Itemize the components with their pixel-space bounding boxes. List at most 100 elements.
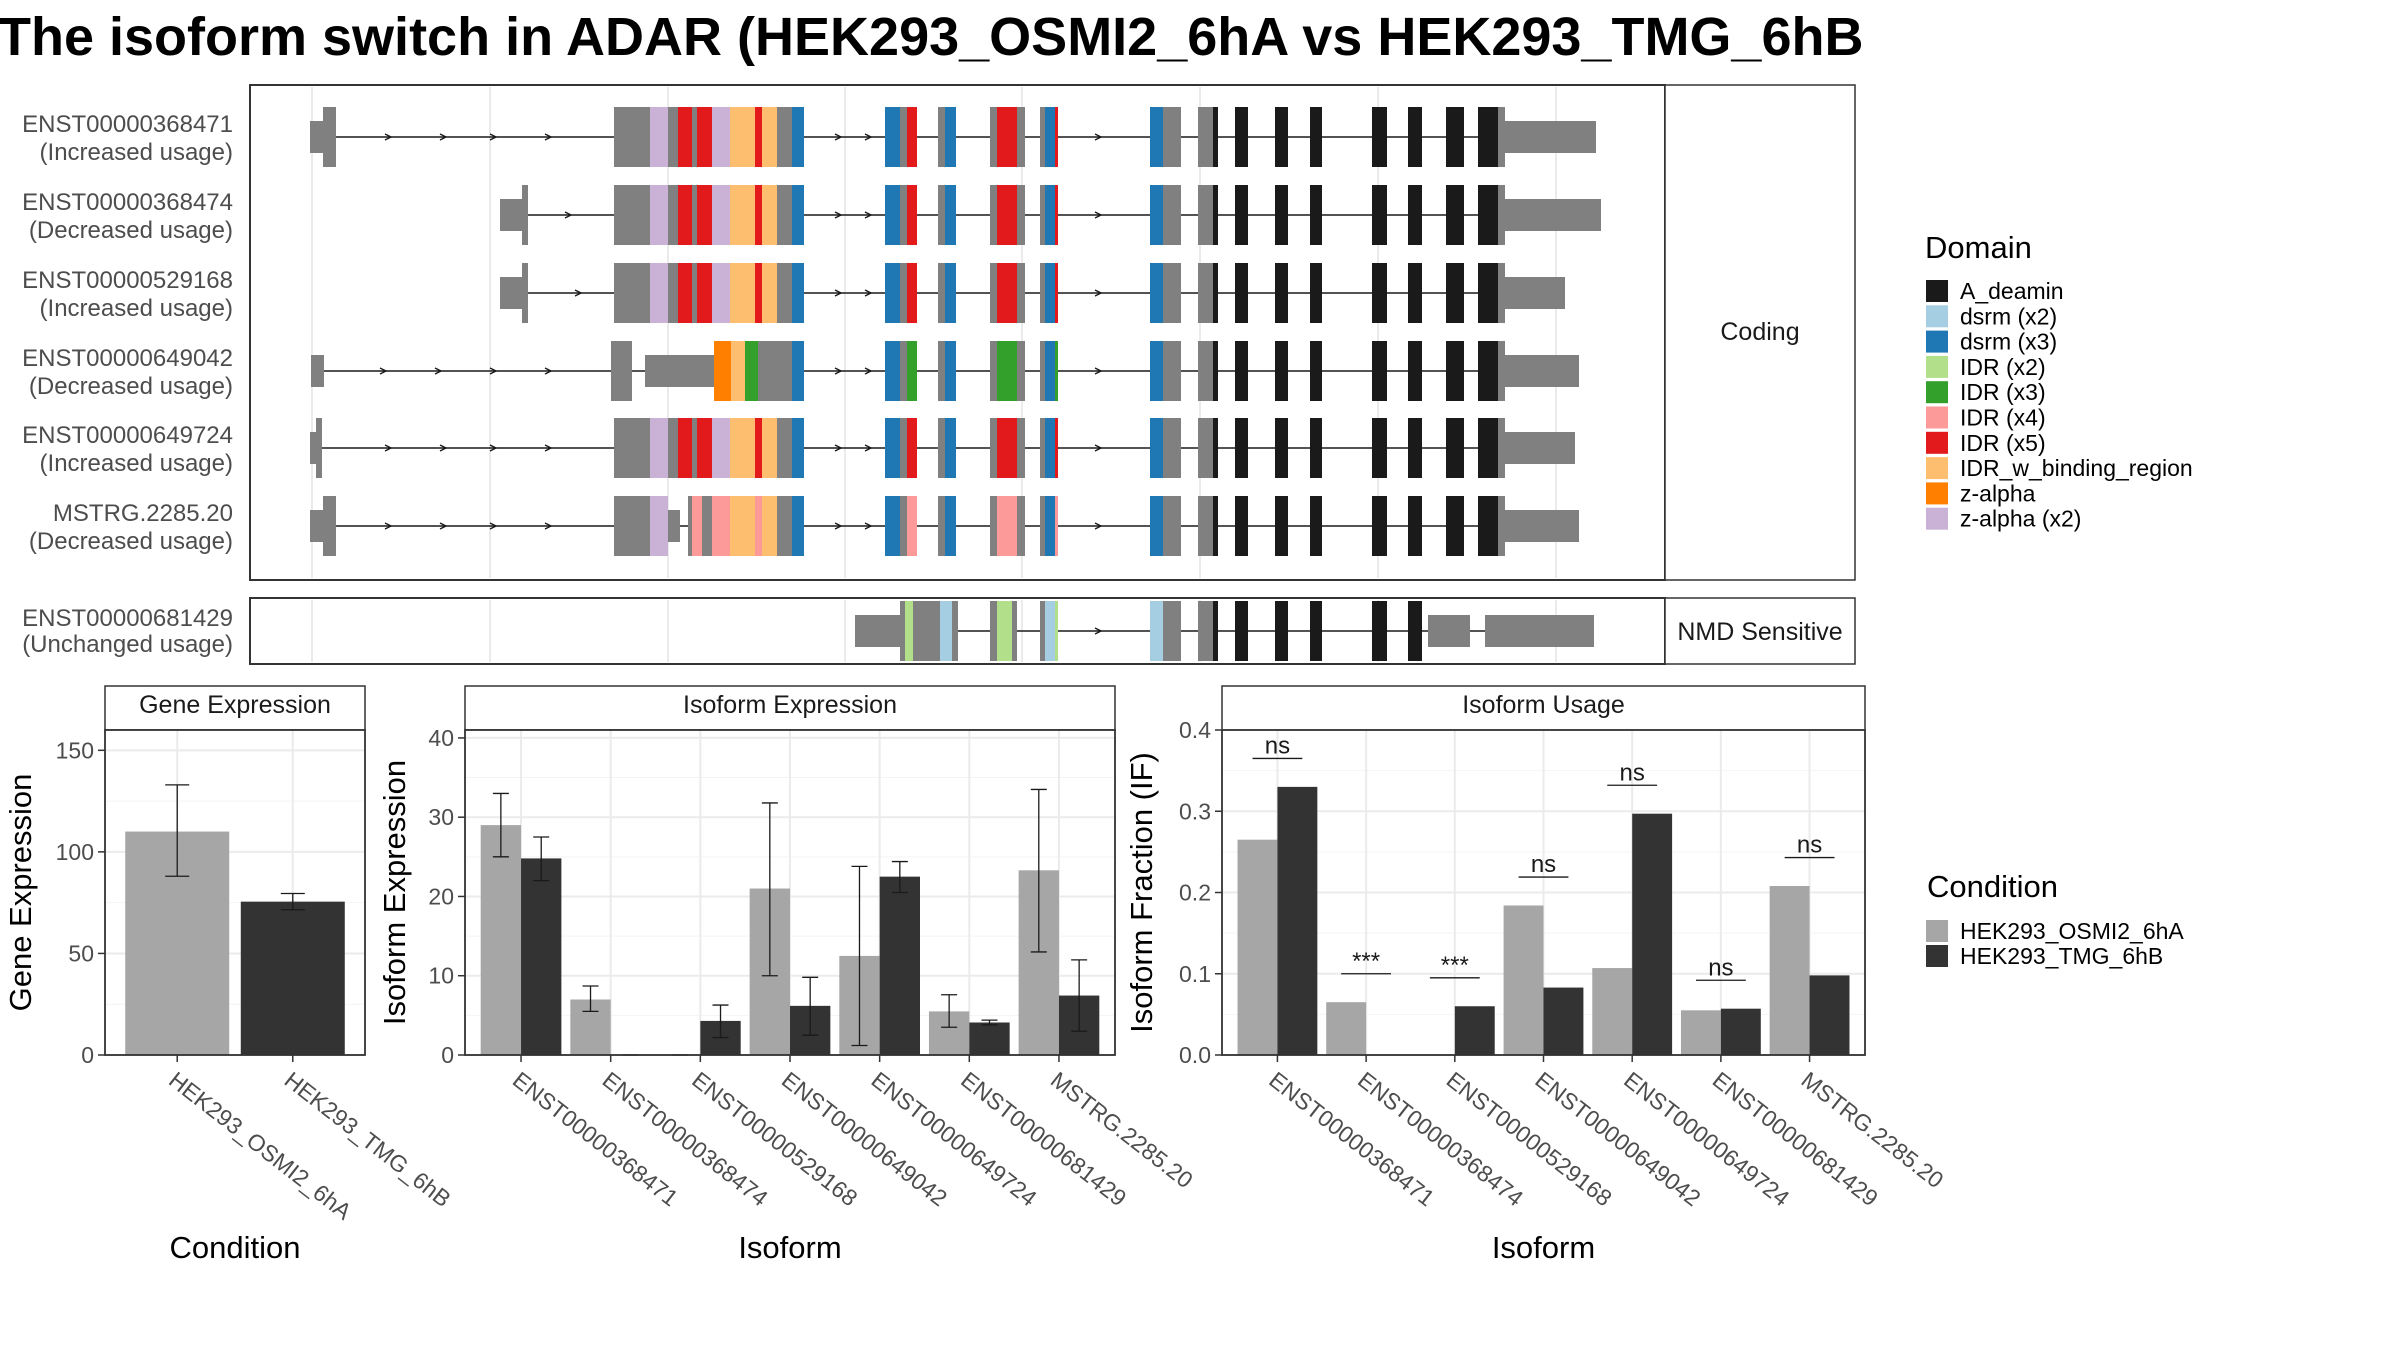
domain-legend-label: IDR (x4) xyxy=(1960,405,2046,431)
domain-legend-label: IDR (x5) xyxy=(1960,430,2046,456)
domain-block xyxy=(885,418,900,478)
domain-block xyxy=(730,107,755,167)
domain-block xyxy=(1446,496,1464,556)
domain-block xyxy=(1275,341,1288,401)
domain-block xyxy=(1235,601,1248,661)
utr-exon xyxy=(1017,341,1025,401)
transcript-usage-label: (Decreased usage) xyxy=(29,528,233,555)
domain-block xyxy=(885,496,900,556)
utr-exon xyxy=(777,185,792,245)
utr-exon xyxy=(668,510,680,542)
domain-block xyxy=(1150,418,1163,478)
strand-arrow xyxy=(434,367,443,375)
utr-exon xyxy=(855,615,900,647)
domain-block xyxy=(885,185,900,245)
domain-legend-title: Domain xyxy=(1925,230,2032,265)
domain-legend-label: z-alpha xyxy=(1960,480,2036,506)
domain-block xyxy=(678,185,692,245)
bar xyxy=(1326,1002,1367,1055)
domain-block xyxy=(1478,496,1498,556)
strand-arrow xyxy=(1094,522,1103,530)
utr-exon xyxy=(913,601,940,661)
y-tick-label: 0 xyxy=(81,1042,94,1068)
domain-block xyxy=(945,185,956,245)
utr-exon xyxy=(1505,355,1579,387)
y-axis-title: Isoform Fraction (IF) xyxy=(1124,752,1159,1033)
strand-arrow xyxy=(544,444,553,452)
strand-arrow xyxy=(384,133,393,141)
domain-block xyxy=(1045,601,1055,661)
domain-legend-label: dsrm (x2) xyxy=(1960,303,2057,329)
utr-exon xyxy=(1040,418,1045,478)
utr-exon xyxy=(938,185,945,245)
domain-block xyxy=(1055,601,1058,661)
domain-block xyxy=(1045,107,1055,167)
domain-block xyxy=(1310,107,1322,167)
domain-block xyxy=(1213,418,1218,478)
utr-exon xyxy=(692,263,697,323)
figure-title: The isoform switch in ADAR (HEK293_OSMI2… xyxy=(0,7,1863,67)
bar xyxy=(1237,839,1278,1055)
transcript-id-label: ENST00000368474 xyxy=(22,189,233,216)
domain-legend-label: IDR (x3) xyxy=(1960,379,2046,405)
x-tick-label: ENST00000649042 xyxy=(777,1066,952,1211)
utr-exon xyxy=(611,341,632,401)
domain-legend-swatch xyxy=(1926,482,1948,505)
domain-block xyxy=(1446,341,1464,401)
domain-block xyxy=(1310,496,1322,556)
domain-block xyxy=(945,263,956,323)
utr-exon xyxy=(614,107,650,167)
domain-legend-swatch xyxy=(1926,381,1948,404)
bar xyxy=(1543,987,1584,1055)
domain-block xyxy=(1478,185,1498,245)
domain-block xyxy=(997,418,1004,478)
domain-block xyxy=(1446,263,1464,323)
domain-block xyxy=(792,496,804,556)
facet-strip xyxy=(104,685,366,731)
utr-exon xyxy=(688,496,692,556)
y-tick-label: 0.2 xyxy=(1179,880,1211,906)
domain-block xyxy=(885,107,900,167)
bar xyxy=(1680,1010,1721,1055)
utr-exon xyxy=(900,263,907,323)
strand-arrow xyxy=(489,522,498,530)
domain-block xyxy=(755,185,762,245)
utr-exon xyxy=(668,418,678,478)
utr-exon xyxy=(1498,185,1505,245)
domain-block xyxy=(1478,341,1498,401)
utr-exon xyxy=(952,601,958,661)
domain-block xyxy=(945,496,956,556)
domain-block xyxy=(650,107,668,167)
strand-arrow xyxy=(379,367,388,375)
utr-exon xyxy=(1498,341,1505,401)
domain-legend-swatch xyxy=(1926,305,1948,328)
domain-block xyxy=(1004,107,1017,167)
utr-exon xyxy=(1498,263,1505,323)
domain-block xyxy=(1213,601,1218,661)
bar xyxy=(1277,786,1318,1055)
utr-exon xyxy=(900,341,907,401)
domain-block xyxy=(885,263,900,323)
transcript-track xyxy=(855,601,1594,661)
domain-block xyxy=(1310,418,1322,478)
bar xyxy=(969,1022,1010,1055)
domain-legend-swatch xyxy=(1926,406,1948,429)
utr-exon xyxy=(668,107,678,167)
domain-block xyxy=(712,185,730,245)
utr-exon xyxy=(323,107,336,167)
utr-exon xyxy=(900,418,907,478)
utr-exon xyxy=(522,185,528,245)
domain-block xyxy=(697,263,712,323)
utr-exon xyxy=(1505,199,1601,231)
domain-block xyxy=(907,418,917,478)
bar xyxy=(240,901,345,1055)
strand-arrow xyxy=(489,367,498,375)
significance-label: *** xyxy=(1352,948,1380,975)
bar xyxy=(521,858,562,1055)
domain-block xyxy=(730,418,755,478)
utr-exon xyxy=(900,107,907,167)
domain-block xyxy=(712,107,730,167)
transcript-structure-panel: Coding NMD Sensitive ENST00000368471(Inc… xyxy=(22,84,1856,665)
domain-block xyxy=(1446,185,1464,245)
